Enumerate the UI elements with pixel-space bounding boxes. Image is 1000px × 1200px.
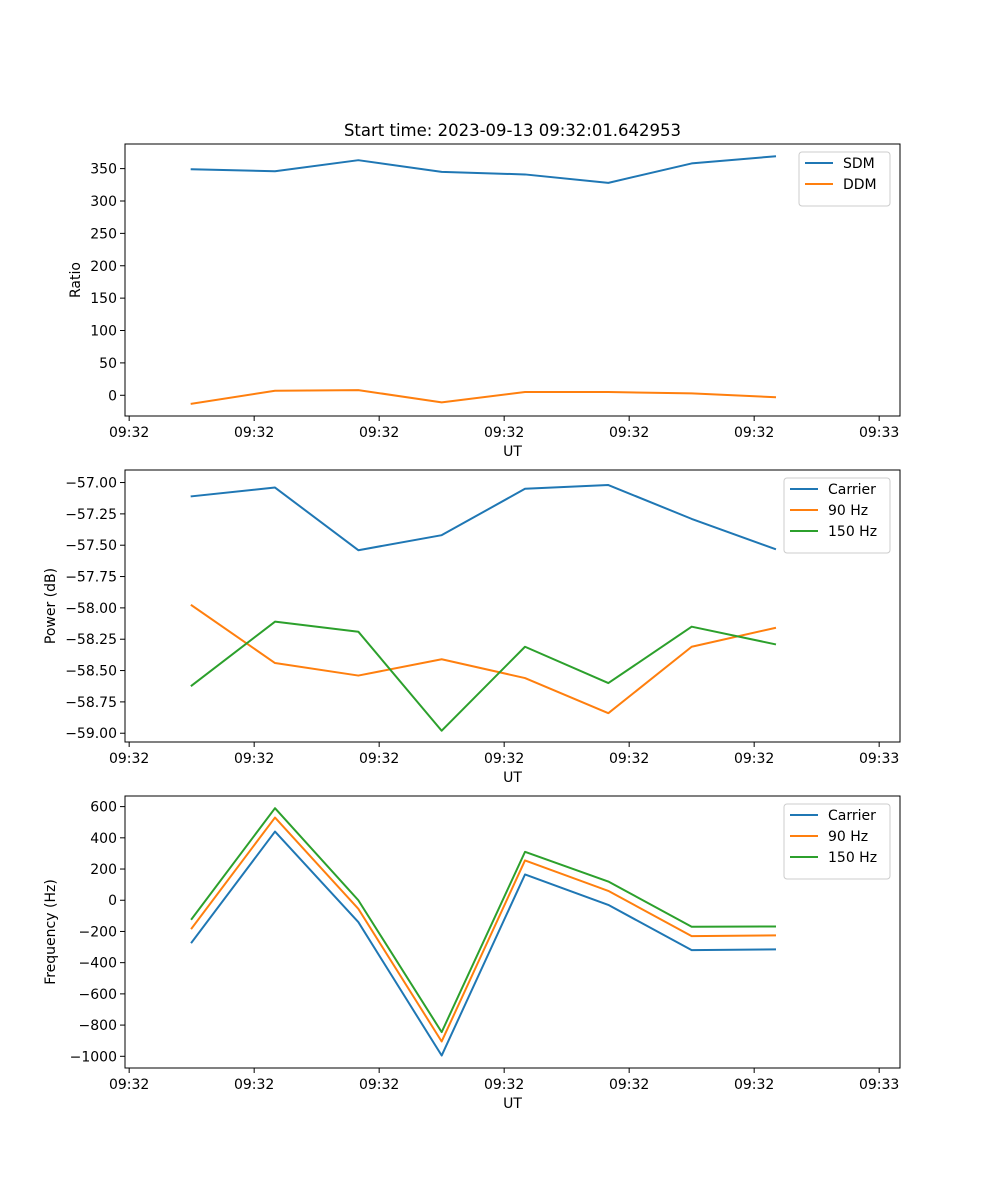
x-tick-label: 09:32	[109, 425, 149, 441]
y-tick-label: 300	[90, 194, 117, 210]
legend-box	[798, 151, 891, 207]
legend-entry: SDM	[843, 156, 875, 172]
y-tick-label: −600	[79, 987, 117, 1003]
y-tick-label: −57.75	[65, 570, 117, 586]
y-tick-label: 350	[90, 162, 117, 178]
legend-entry: 150 Hz	[828, 850, 877, 866]
series-line-carrier	[190, 830, 777, 1057]
x-tick-label: 09:32	[359, 1077, 399, 1093]
chart-1: Start time: 2023-09-13 09:32:01.642953 09…	[68, 121, 901, 460]
chart-3: 09:32 09:32 09:32 09:32 09:32 09:32 09:33 −1000…	[43, 795, 901, 1112]
legend: Carrier 90 Hz 150 Hz	[783, 477, 891, 554]
x-tick-label: 09:32	[734, 751, 774, 767]
legend-entry: 90 Hz	[828, 503, 868, 519]
y-axis-label: Frequency (Hz)	[43, 879, 59, 985]
y-tick-label: 0	[108, 388, 117, 404]
axes-frame	[124, 143, 901, 417]
y-tick-label: −57.50	[65, 538, 117, 554]
y-tick-label: 0	[108, 893, 117, 909]
y-tick-label: −58.00	[65, 601, 117, 617]
y-tick-label: −57.00	[65, 476, 117, 492]
y-tick-label: 400	[90, 831, 117, 847]
x-tick-label: 09:32	[109, 751, 149, 767]
legend: Carrier 90 Hz 150 Hz	[783, 803, 891, 880]
y-tick-label: −800	[79, 1018, 117, 1034]
chart-2: 09:32 09:32 09:32 09:32 09:32 09:32 09:33 −59.0…	[43, 469, 901, 786]
legend: SDM DDM	[798, 151, 891, 207]
y-tick-label: 100	[90, 324, 117, 340]
y-tick-label: 250	[90, 226, 117, 242]
y-tick-label: 600	[90, 800, 117, 816]
y-tick-label: −58.75	[65, 695, 117, 711]
x-axis-label: UT	[503, 1096, 522, 1112]
legend-entry: 90 Hz	[828, 829, 868, 845]
y-tick-label: −1000	[70, 1049, 117, 1065]
y-tick-label: 200	[90, 862, 117, 878]
series-line-90-hz	[190, 603, 777, 715]
y-tick-label: −400	[79, 956, 117, 972]
x-tick-label: 09:33	[859, 1077, 899, 1093]
x-tick-label: 09:32	[359, 751, 399, 767]
y-axis-label: Ratio	[68, 262, 84, 298]
legend-box	[783, 803, 891, 880]
axes-frame	[124, 469, 901, 743]
y-tick-label: 200	[90, 259, 117, 275]
series-line-150-hz	[190, 620, 777, 732]
y-tick-label: 50	[99, 356, 117, 372]
x-tick-label: 09:32	[734, 1077, 774, 1093]
x-tick-label: 09:32	[109, 1077, 149, 1093]
x-tick-label: 09:32	[484, 1077, 524, 1093]
legend-entry: DDM	[843, 177, 877, 193]
x-tick-label: 09:32	[734, 425, 774, 441]
y-tick-label: −58.25	[65, 632, 117, 648]
y-tick-label: −57.25	[65, 507, 117, 523]
series-line-ddm	[190, 389, 777, 405]
y-tick-label: −59.00	[65, 726, 117, 742]
x-tick-label: 09:32	[234, 1077, 274, 1093]
x-tick-label: 09:32	[484, 751, 524, 767]
x-tick-label: 09:32	[609, 425, 649, 441]
x-tick-label: 09:32	[234, 751, 274, 767]
x-axis-label: UT	[503, 770, 522, 786]
x-tick-label: 09:33	[859, 751, 899, 767]
legend-entry: 150 Hz	[828, 524, 877, 540]
y-tick-label: −200	[79, 924, 117, 940]
legend-entry: Carrier	[828, 808, 876, 824]
x-tick-label: 09:32	[609, 1077, 649, 1093]
y-tick-label: −58.50	[65, 664, 117, 680]
series-line-150-hz	[190, 807, 777, 1034]
y-tick-label: 150	[90, 291, 117, 307]
chart-title: Start time: 2023-09-13 09:32:01.642953	[344, 121, 681, 140]
axes-frame	[124, 795, 901, 1069]
legend-box	[783, 477, 891, 554]
series-line-sdm	[190, 155, 777, 184]
x-axis-label: UT	[503, 444, 522, 460]
y-axis-label: Power (dB)	[43, 568, 59, 644]
x-tick-label: 09:32	[234, 425, 274, 441]
legend-entry: Carrier	[828, 482, 876, 498]
x-tick-label: 09:33	[859, 425, 899, 441]
x-tick-label: 09:32	[484, 425, 524, 441]
series-line-carrier	[190, 484, 777, 552]
series-line-90-hz	[190, 816, 777, 1043]
x-tick-label: 09:32	[609, 751, 649, 767]
x-tick-label: 09:32	[359, 425, 399, 441]
